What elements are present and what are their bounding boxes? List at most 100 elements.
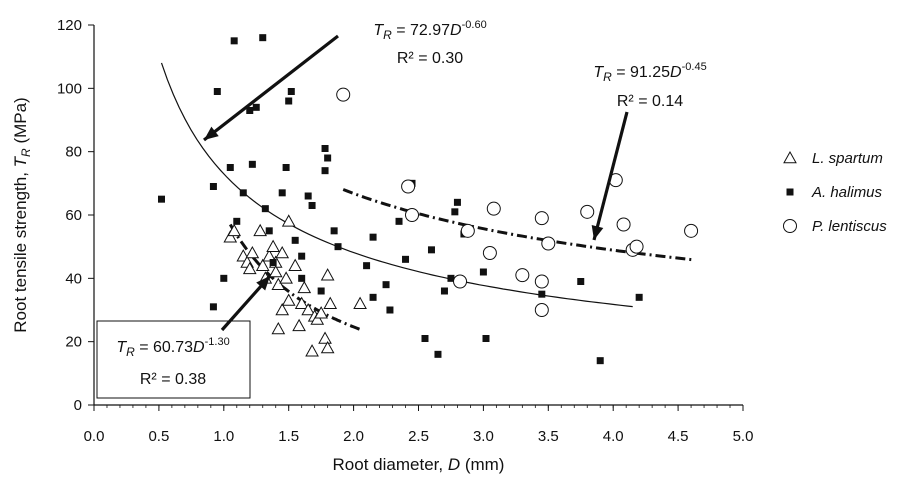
fit-curve-3 (228, 223, 361, 331)
data-point (209, 183, 217, 190)
fit-equation: TR = 60.73D-1.30 (116, 336, 229, 359)
data-point (321, 167, 329, 175)
data-point (239, 189, 247, 197)
y-tick-label: 80 (65, 144, 82, 161)
data-point (223, 230, 238, 243)
data-point (298, 274, 306, 282)
data-point (157, 195, 165, 203)
data-point (451, 208, 459, 216)
data-point (684, 223, 699, 238)
y-tick-label: 20 (65, 334, 82, 351)
fit-r-squared: R² = 0.38 (140, 371, 206, 388)
data-point (245, 245, 260, 259)
data-point (308, 202, 316, 209)
fit-1-arrow-head (204, 126, 219, 140)
data-point (318, 331, 332, 344)
x-tick-label: 3.5 (538, 428, 559, 445)
data-point (282, 164, 290, 171)
data-point (292, 318, 306, 332)
fit-3-arrow-head (256, 276, 270, 291)
data-point (304, 192, 312, 200)
x-tick-label: 5.0 (733, 428, 754, 445)
data-point (291, 236, 299, 244)
data-point (577, 278, 585, 285)
data-point (305, 344, 319, 357)
fit-r-squared: R² = 0.30 (397, 50, 463, 67)
series-l-spartum (223, 214, 367, 357)
data-point (297, 280, 312, 294)
x-tick-label: 0.0 (84, 428, 105, 445)
data-point (486, 201, 501, 216)
data-point (301, 302, 316, 316)
data-point (275, 302, 290, 316)
y-tick-label: 60 (65, 207, 82, 224)
x-tick-label: 2.0 (343, 428, 364, 445)
data-point (515, 268, 530, 283)
y-tick-label: 100 (57, 80, 82, 97)
fit-curve-2 (342, 188, 694, 262)
data-point (596, 357, 604, 365)
data-point (285, 97, 293, 105)
data-point (275, 245, 290, 259)
legend: L. spartum A. halimus P. lentiscus (783, 150, 887, 235)
data-point (281, 214, 296, 227)
y-tick-label: 0 (74, 397, 82, 414)
data-point (314, 306, 328, 319)
data-point (447, 274, 455, 282)
data-point (402, 255, 410, 263)
data-point (534, 274, 549, 289)
data-point (479, 268, 487, 276)
data-point (242, 261, 257, 275)
data-point (386, 306, 394, 314)
data-point (261, 205, 269, 213)
data-point (369, 233, 377, 241)
data-point (453, 274, 468, 289)
y-axis-ticks: 0 20 40 60 80 100 120 (57, 17, 94, 414)
data-point (580, 204, 595, 219)
data-point (266, 239, 280, 252)
data-point (233, 217, 241, 225)
fit-equation: TR = 91.25D-0.45 (593, 61, 706, 84)
data-point (482, 335, 490, 342)
data-point (268, 264, 283, 278)
data-point (440, 287, 448, 295)
x-tick-label: 4.0 (603, 428, 624, 445)
fit-1-arrow (203, 34, 339, 142)
data-point (320, 268, 335, 281)
data-point (317, 287, 325, 295)
y-tick-label: 120 (57, 17, 82, 34)
data-point (252, 103, 260, 111)
data-point (255, 258, 270, 271)
x-tick-label: 1.0 (213, 428, 234, 445)
data-point (269, 259, 277, 266)
fit-2-arrow-head (591, 224, 604, 240)
data-point (230, 37, 238, 45)
x-tick-label: 0.5 (148, 428, 169, 445)
data-point (534, 211, 549, 226)
data-point (427, 246, 435, 254)
data-point (363, 262, 371, 270)
data-point (265, 227, 273, 235)
data-point (278, 189, 286, 197)
data-point (421, 335, 429, 342)
data-point (259, 34, 267, 42)
x-tick-label: 4.5 (668, 428, 689, 445)
fit-equation: TR = 72.97D-0.60 (373, 19, 486, 42)
data-point (324, 154, 332, 162)
series-p-lentiscus (336, 87, 699, 317)
x-axis-title: Root diameter, D (mm) (333, 455, 505, 474)
data-point (226, 164, 234, 171)
fit-2-arrow (592, 111, 629, 241)
data-point (281, 293, 296, 306)
x-tick-label: 3.0 (473, 428, 494, 445)
fit-3-box (96, 320, 251, 399)
data-point (616, 217, 631, 232)
series-a-halimus (157, 34, 643, 365)
data-point (395, 217, 403, 225)
x-tick-label: 2.5 (408, 428, 429, 445)
data-point (401, 179, 416, 194)
data-point (323, 296, 338, 309)
data-point (629, 239, 644, 254)
data-point (353, 296, 367, 309)
data-point (209, 303, 217, 311)
